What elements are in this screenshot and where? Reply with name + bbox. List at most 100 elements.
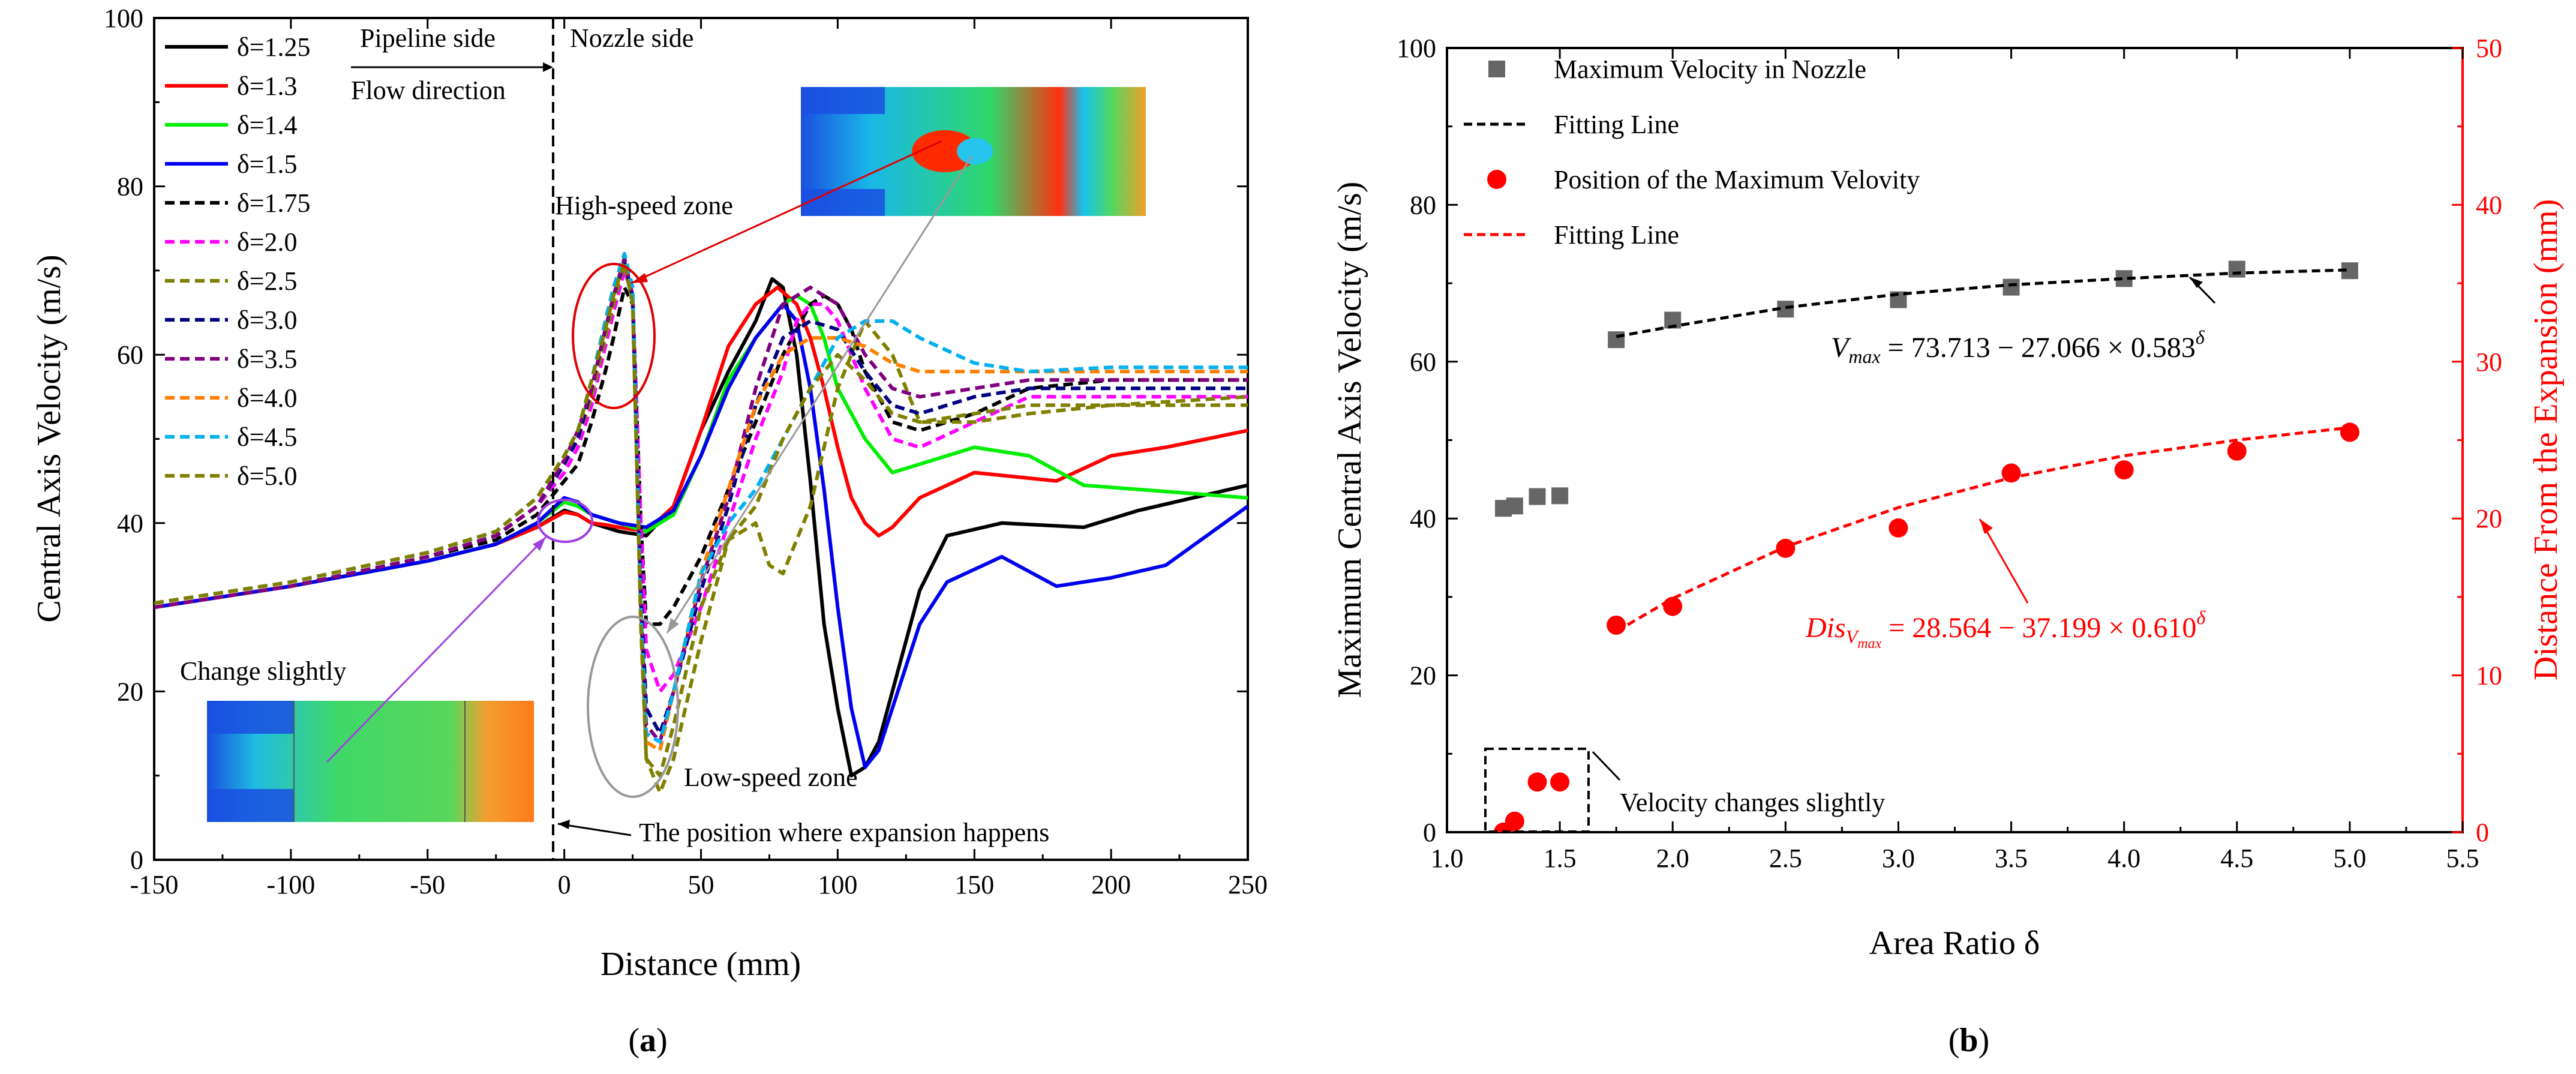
- low-speed-zone-label: Low-speed zone: [684, 763, 858, 792]
- x-tick-label-b: 2.0: [1656, 844, 1689, 873]
- legend-label-a: δ=3.0: [237, 305, 298, 335]
- x-tick-label-a: 0: [558, 870, 571, 899]
- legend-swatch-b: [1488, 61, 1505, 77]
- x-tick-label-b: 3.5: [1995, 844, 2028, 873]
- data-point-position: [2340, 422, 2359, 442]
- dis-pointer: [1978, 518, 2029, 604]
- change-slightly-ellipse: [537, 499, 593, 543]
- legend-label-a: δ=1.75: [237, 188, 311, 218]
- data-point-velocity: [1529, 488, 1546, 505]
- x-tick-label-a: 200: [1091, 870, 1131, 899]
- low-speed-pointer: [666, 155, 973, 634]
- fit-line-b-3: [1615, 426, 2350, 633]
- data-point-velocity: [2002, 278, 2020, 296]
- y-tick-label-a: 60: [117, 340, 143, 370]
- y-tick-label-right-b: 30: [2476, 347, 2502, 377]
- nozzle-contour-high-wall-top: [801, 87, 885, 114]
- change-slightly-pointer-head: [533, 537, 546, 551]
- x-tick-label-b: 5.0: [2333, 844, 2366, 873]
- legend-label-a: δ=1.4: [237, 110, 298, 140]
- legend-label-b: Fitting Line: [1554, 220, 1679, 250]
- nozzle-contour-high-hotspot: [912, 130, 978, 172]
- x-tick-label-a: -50: [410, 870, 445, 899]
- y-tick-label-a: 0: [130, 845, 143, 875]
- data-point-velocity: [1551, 487, 1569, 505]
- y-tick-label-left-b: 20: [1410, 661, 1436, 691]
- legend-label-a: δ=2.0: [237, 227, 298, 257]
- vmax-pointer-head: [2190, 277, 2203, 288]
- expansion-pointer-head: [558, 820, 570, 829]
- series-line-a-5: [154, 268, 1248, 694]
- legend-label-a: δ=1.3: [237, 71, 298, 101]
- vmax-equation: Vmax = 73.713 − 27.066 × 0.583δ: [1831, 326, 2205, 367]
- y-tick-label-left-b: 60: [1410, 347, 1436, 377]
- velocity-changes-label: Velocity changes slightly: [1620, 788, 1885, 817]
- data-point-velocity: [1608, 331, 1625, 349]
- legend-label-a: δ=1.25: [237, 32, 311, 62]
- expansion-position-label: The position where expansion happens: [639, 818, 1049, 847]
- y-tick-label-right-b: 10: [2476, 661, 2502, 691]
- nozzle-contour-low-wall-bottom: [207, 789, 294, 822]
- legend-label-b: Position of the Maximum Velovity: [1554, 165, 1920, 194]
- x-tick-label-b: 4.5: [2220, 844, 2253, 873]
- x-tick-label-a: 150: [954, 870, 994, 899]
- x-tick-label-b: 3.0: [1882, 844, 1915, 873]
- low-speed-ellipse: [587, 616, 679, 798]
- y-tick-label-a: 100: [104, 4, 143, 33]
- y-tick-label-left-b: 100: [1397, 34, 1436, 63]
- slight-change-pointer: [1592, 751, 1621, 781]
- data-point-position: [2227, 441, 2247, 461]
- dis-equation: DisVmax = 28.564 − 37.199 × 0.610δ: [1805, 607, 2206, 652]
- x-tick-label-a: 50: [688, 870, 714, 899]
- x-tick-label-a: -150: [130, 870, 179, 899]
- legend-label-a: δ=4.5: [237, 422, 298, 452]
- x-tick-label-a: -100: [267, 870, 316, 899]
- data-point-position: [1889, 518, 1908, 538]
- high-speed-ellipse: [572, 263, 656, 409]
- pipeline-side-label: Pipeline side: [360, 23, 496, 53]
- data-point-velocity: [2228, 260, 2245, 278]
- series-line-a-3: [154, 302, 1248, 769]
- expansion-pointer: [557, 823, 632, 836]
- x-tick-label-b: 1.5: [1544, 844, 1577, 873]
- change-slightly-label: Change slightly: [180, 656, 346, 686]
- axes-a: -150 -100 -50 0 50 100 150 200 250 0 20 40 60 80 100: [104, 4, 1268, 899]
- y-tick-label-right-b: 50: [2476, 34, 2502, 63]
- y-tick-label-left-b: 40: [1410, 504, 1436, 533]
- series-line-a-11: [154, 260, 1248, 778]
- y-axis-label-right-b: Distance From the Expansion (mm): [2527, 199, 2565, 681]
- y-tick-label-left-b: 0: [1423, 818, 1436, 847]
- legend-label-a: δ=4.0: [237, 383, 298, 413]
- fit-line-b-1: [1616, 268, 2350, 338]
- panel-b: 1.0 1.5 2.0 2.5 3.0 3.5 4.0 4.5 5.0 5.50204060801…: [1331, 34, 2565, 1059]
- x-tick-label-b: 5.5: [2446, 844, 2479, 873]
- panel-caption-b: (b): [1948, 1022, 1989, 1059]
- data-point-position: [1663, 596, 1683, 616]
- change-slightly-pointer: [326, 536, 547, 763]
- high-speed-pointer-head: [631, 273, 648, 283]
- axes-b: 1.0 1.5 2.0 2.5 3.0 3.5 4.0 4.5 5.0 5.50204060801…: [1397, 34, 2502, 873]
- x-tick-label-b: 1.0: [1431, 844, 1464, 873]
- y-axis-label-a: Central Axis Velocity (m/s): [31, 254, 68, 622]
- x-axis-label-b: Area Ratio δ: [1869, 925, 2040, 962]
- legend-swatch-b: [1487, 170, 1506, 189]
- y-tick-label-a: 40: [117, 509, 143, 538]
- high-speed-pointer: [631, 140, 942, 284]
- legend-label-a: δ=3.5: [237, 344, 298, 374]
- data-point-position: [1607, 615, 1626, 635]
- panel-a: -150 -100 -50 0 50 100 150 200 250 0 20 40 60 80 100 δ…: [31, 4, 1268, 1059]
- y-tick-label-right-b: 20: [2476, 504, 2502, 533]
- x-tick-label-a: 250: [1228, 870, 1268, 899]
- flow-arrow-head: [543, 62, 553, 72]
- y-tick-label-a: 80: [117, 172, 143, 202]
- legend-label-a: δ=2.5: [237, 266, 298, 296]
- x-axis-label-a: Distance (mm): [601, 946, 801, 983]
- nozzle-contour-high-coldspot: [957, 138, 993, 164]
- series-line-a-4: [154, 286, 1248, 626]
- legend-label-b: Maximum Velocity in Nozzle: [1554, 55, 1866, 84]
- slight-change-box: [1484, 748, 1590, 833]
- series-line-a-1: [154, 286, 1248, 610]
- legend-label-a: δ=1.5: [237, 149, 298, 179]
- series-line-a-7: [154, 260, 1248, 736]
- high-speed-zone-label: High-speed zone: [555, 191, 733, 220]
